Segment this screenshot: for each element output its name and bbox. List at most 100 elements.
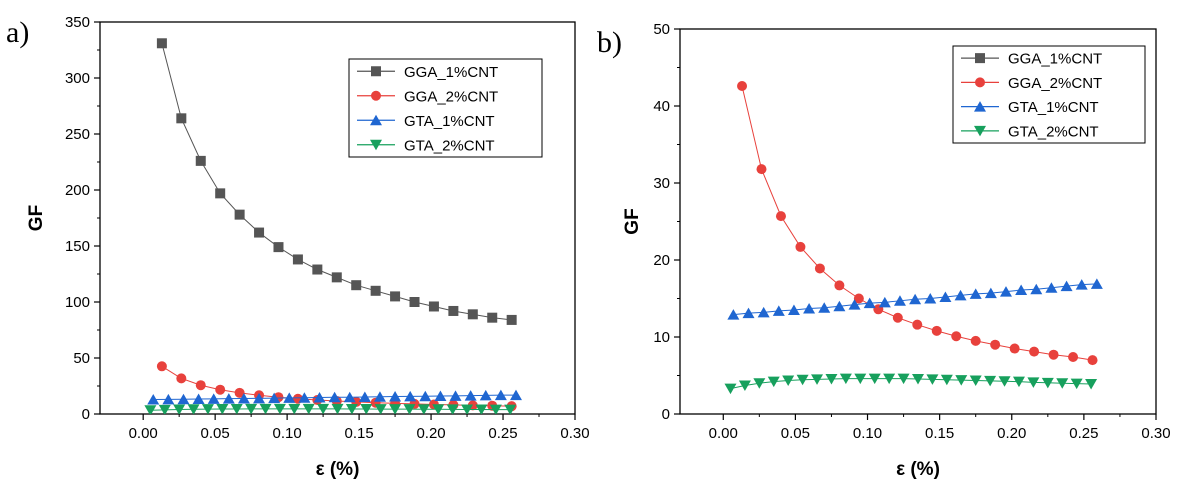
data-point bbox=[162, 393, 175, 405]
data-point bbox=[417, 404, 430, 414]
data-point bbox=[998, 376, 1011, 387]
x-tick-label: 0.05 bbox=[201, 425, 230, 442]
data-point bbox=[753, 378, 766, 389]
data-point bbox=[358, 391, 371, 402]
data-point bbox=[389, 404, 402, 414]
data-point bbox=[259, 403, 272, 414]
data-point bbox=[216, 404, 229, 414]
y-tick-label: 40 bbox=[653, 98, 670, 115]
data-point bbox=[487, 312, 498, 323]
y-tick-label: 10 bbox=[653, 329, 670, 346]
x-tick-label: 0.15 bbox=[925, 425, 954, 442]
data-point bbox=[234, 209, 245, 220]
x-tick-label: 0.00 bbox=[129, 425, 158, 442]
data-point bbox=[360, 404, 373, 414]
data-point bbox=[1027, 377, 1040, 388]
data-point bbox=[158, 404, 171, 414]
data-point bbox=[1041, 377, 1054, 389]
x-tick-label: 0.00 bbox=[709, 425, 738, 442]
data-point bbox=[951, 331, 962, 342]
data-point bbox=[312, 264, 323, 275]
legend: GGA_1%CNT GGA_2%CNT GTA_1%CNT GTA_2%CNT bbox=[348, 58, 543, 158]
data-point bbox=[215, 188, 226, 199]
data-point bbox=[893, 295, 906, 306]
y-tick-label: 50 bbox=[73, 350, 90, 367]
x-tick-label: 0.25 bbox=[488, 425, 517, 442]
data-point bbox=[253, 392, 266, 404]
data-point bbox=[955, 375, 968, 386]
data-point bbox=[446, 404, 459, 414]
data-point bbox=[404, 390, 417, 402]
data-point bbox=[1087, 355, 1098, 366]
data-point bbox=[298, 392, 311, 403]
x-axis-title: ε (%) bbox=[316, 459, 360, 480]
data-point bbox=[811, 374, 824, 385]
data-point bbox=[984, 287, 997, 299]
data-point bbox=[504, 404, 517, 414]
y-tick-label: 300 bbox=[65, 70, 90, 87]
y-tick-label: 250 bbox=[65, 126, 90, 143]
data-point bbox=[818, 302, 831, 313]
data-point bbox=[999, 286, 1012, 297]
y-tick-label: 0 bbox=[82, 406, 90, 423]
data-point bbox=[434, 390, 447, 401]
data-point bbox=[302, 403, 315, 414]
data-point bbox=[449, 390, 462, 401]
data-point bbox=[283, 392, 296, 403]
data-point bbox=[803, 303, 816, 314]
x-tick-label: 0.05 bbox=[781, 425, 810, 442]
legend-marker bbox=[371, 90, 381, 101]
data-point bbox=[230, 403, 243, 414]
data-point bbox=[331, 403, 344, 414]
data-point bbox=[374, 404, 387, 414]
data-point bbox=[245, 403, 258, 414]
y-tick-label: 50 bbox=[653, 21, 670, 38]
data-point bbox=[509, 389, 522, 401]
panel-label: a) bbox=[6, 16, 29, 49]
data-point bbox=[939, 291, 952, 302]
data-point bbox=[878, 296, 891, 308]
data-point bbox=[177, 393, 190, 405]
data-point bbox=[351, 280, 362, 291]
legend-label: GGA_1%CNT bbox=[1008, 51, 1102, 68]
series-area bbox=[144, 38, 522, 414]
data-point bbox=[222, 393, 235, 404]
data-point bbox=[969, 288, 982, 299]
data-point bbox=[1012, 376, 1025, 388]
legend-marker bbox=[974, 125, 986, 137]
data-point bbox=[767, 376, 780, 388]
legend-label: GTA_2%CNT bbox=[404, 137, 495, 154]
data-point bbox=[195, 380, 206, 391]
data-point bbox=[1009, 343, 1020, 354]
series-line-gta-2-cnt bbox=[150, 408, 511, 411]
data-point bbox=[969, 375, 982, 387]
data-point bbox=[782, 375, 795, 387]
data-point bbox=[254, 227, 265, 238]
data-point bbox=[863, 297, 876, 309]
data-point bbox=[273, 242, 284, 253]
data-point bbox=[390, 291, 401, 302]
y-tick-label: 20 bbox=[653, 252, 670, 269]
data-point bbox=[909, 293, 922, 305]
data-point bbox=[1060, 280, 1073, 292]
data-point bbox=[1056, 378, 1069, 389]
y-tick-label: 150 bbox=[65, 238, 90, 255]
legend-marker bbox=[975, 53, 985, 64]
data-point bbox=[432, 404, 445, 414]
data-point bbox=[772, 305, 785, 316]
data-point bbox=[724, 383, 737, 395]
data-point bbox=[156, 38, 167, 49]
data-point bbox=[494, 389, 507, 401]
data-point bbox=[389, 391, 402, 402]
data-point bbox=[737, 80, 748, 91]
data-point bbox=[954, 289, 967, 301]
y-tick-label: 200 bbox=[65, 182, 90, 199]
data-point bbox=[742, 307, 755, 319]
data-point bbox=[853, 293, 864, 304]
data-point bbox=[215, 384, 226, 395]
data-point bbox=[147, 394, 160, 405]
data-point bbox=[345, 403, 358, 414]
data-point bbox=[912, 319, 923, 330]
data-point bbox=[448, 305, 459, 316]
